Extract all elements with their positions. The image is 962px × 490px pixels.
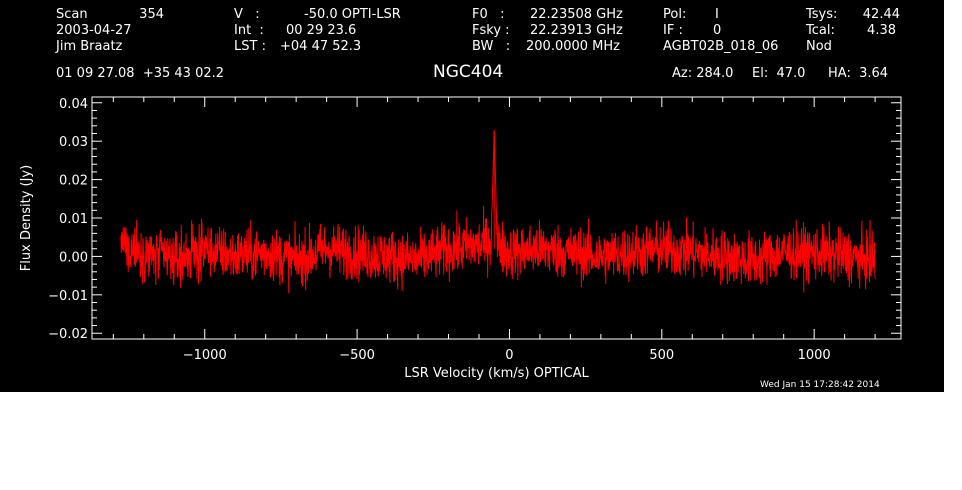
sky-frequency-value: 22.23913 GHz [530, 23, 623, 38]
observing-mode: Nod [806, 39, 832, 54]
velocity-value: -50.0 OPTI-LSR [304, 7, 401, 22]
y-tick-label: 0.02 [59, 174, 88, 189]
if-label: IF : [663, 23, 683, 38]
sky-frequency-label: Fsky : [472, 23, 510, 38]
lst-label: LST : [234, 39, 266, 54]
scan-value: 354 [139, 7, 164, 22]
y-tick-label: −0.01 [48, 289, 88, 304]
source-coordinates: 01 09 27.08 +35 43 02.2 [56, 66, 225, 81]
project-id: AGBT02B_018_06 [663, 39, 779, 54]
integration-value: 00 29 23.6 [286, 23, 357, 38]
observation-date: 2003-04-27 [56, 23, 132, 38]
tsys-value: 42.44 [862, 7, 900, 22]
rest-frequency-label: F0 : [472, 7, 505, 22]
x-axis: −1000 −500 0 500 1000 [112, 97, 876, 363]
spectrum-panel: Scan 354 2003-04-27 Jim Braatz V : -50.0… [0, 0, 944, 392]
y-tick-label: 0.00 [59, 250, 88, 265]
rest-frequency-value: 22.23508 GHz [530, 7, 623, 22]
flux-density-series [120, 129, 876, 294]
y-tick-label: −0.02 [48, 327, 88, 342]
scan-label: Scan [56, 7, 88, 22]
x-tick-label: −1000 [183, 348, 227, 363]
y-tick-label: 0.04 [59, 97, 88, 112]
bandwidth-label: BW : [472, 39, 511, 54]
spectrum-chart: −1000 −500 0 500 1000 −0.02 −0.01 0.00 0.01 0.02… [19, 96, 902, 381]
tcal-value: 4.38 [867, 23, 896, 38]
source-name: NGC404 [433, 62, 504, 82]
azimuth: Az: 284.0 [672, 66, 734, 81]
tsys-label: Tsys: [806, 7, 838, 22]
flux-density-trace [120, 131, 876, 294]
bandwidth-value: 200.0000 MHz [526, 39, 620, 54]
x-tick-label: 1000 [798, 348, 831, 363]
x-tick-label: 500 [649, 348, 674, 363]
if-value: 0 [713, 23, 722, 38]
x-axis-label: LSR Velocity (km/s) OPTICAL [404, 366, 589, 381]
integration-label: Int : [234, 23, 264, 38]
elevation: El: 47.0 [752, 66, 806, 81]
hour-angle: HA: 3.64 [828, 66, 889, 81]
observer-name: Jim Braatz [56, 39, 123, 54]
x-tick-label: 0 [505, 348, 513, 363]
polarization-label: Pol: [663, 7, 687, 22]
velocity-label: V : [234, 7, 260, 22]
y-axis-label: Flux Density (Jy) [19, 165, 34, 271]
y-axis: −0.02 −0.01 0.00 0.01 0.02 0.03 0.04 [48, 97, 901, 342]
y-tick-label: 0.03 [59, 135, 88, 150]
tcal-label: Tcal: [806, 23, 835, 38]
y-tick-label: 0.01 [59, 212, 88, 227]
polarization-value: I [715, 7, 719, 22]
lst-value: +04 47 52.3 [280, 39, 362, 54]
x-tick-label: −500 [339, 348, 375, 363]
plot-timestamp: Wed Jan 15 17:28:42 2014 [760, 380, 880, 390]
